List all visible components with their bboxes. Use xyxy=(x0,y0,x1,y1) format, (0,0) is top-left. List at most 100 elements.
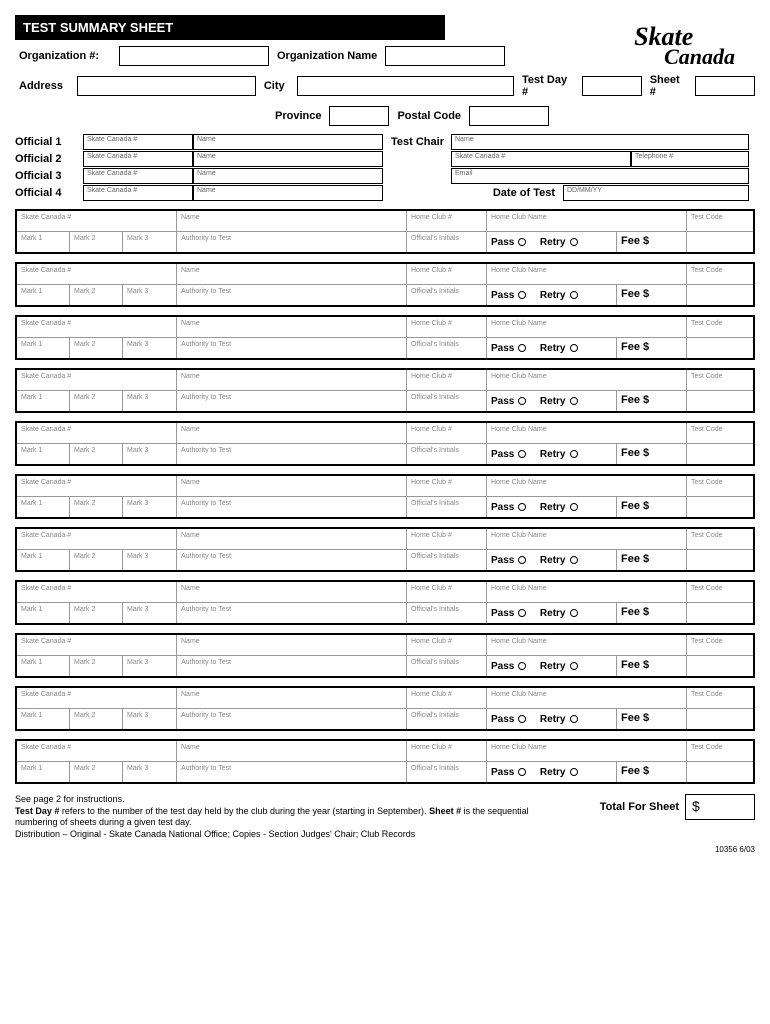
entry-home-club-name[interactable]: Home Club Name xyxy=(487,264,687,284)
entry-home-club-name[interactable]: Home Club Name xyxy=(487,476,687,496)
entry-authority[interactable]: Authority to Test xyxy=(177,444,407,464)
entry-test-code[interactable]: Test Code xyxy=(687,582,753,602)
entry-mark1[interactable]: Mark 1 xyxy=(17,232,70,252)
entry-home-club-num[interactable]: Home Club # xyxy=(407,741,487,761)
entry-home-club-name[interactable]: Home Club Name xyxy=(487,370,687,390)
entry-authority[interactable]: Authority to Test xyxy=(177,391,407,411)
entry-home-club-num[interactable]: Home Club # xyxy=(407,582,487,602)
entry-authority[interactable]: Authority to Test xyxy=(177,232,407,252)
pass-radio[interactable] xyxy=(518,503,526,511)
entry-mark3[interactable]: Mark 3 xyxy=(123,285,177,305)
entry-test-code[interactable]: Test Code xyxy=(687,264,753,284)
province-input[interactable] xyxy=(329,106,389,126)
city-input[interactable] xyxy=(297,76,514,96)
official-1-name[interactable]: Name xyxy=(193,134,383,150)
official-3-name[interactable]: Name xyxy=(193,168,383,184)
retry-radio[interactable] xyxy=(570,609,578,617)
entry-home-club-name[interactable]: Home Club Name xyxy=(487,529,687,549)
pass-radio[interactable] xyxy=(518,556,526,564)
entry-home-club-num[interactable]: Home Club # xyxy=(407,476,487,496)
entry-sc[interactable]: Skate Canada # xyxy=(17,741,177,761)
entry-initials[interactable]: Official's Initials xyxy=(407,391,487,411)
entry-mark3[interactable]: Mark 3 xyxy=(123,338,177,358)
official-4-name[interactable]: Name xyxy=(193,185,383,201)
official-1-sc[interactable]: Skate Canada # xyxy=(83,134,193,150)
retry-radio[interactable] xyxy=(570,344,578,352)
entry-initials[interactable]: Official's Initials xyxy=(407,603,487,623)
entry-name[interactable]: Name xyxy=(177,529,407,549)
entry-mark2[interactable]: Mark 2 xyxy=(70,338,123,358)
pass-radio[interactable] xyxy=(518,715,526,723)
entry-mark1[interactable]: Mark 1 xyxy=(17,550,70,570)
entry-name[interactable]: Name xyxy=(177,635,407,655)
entry-sc[interactable]: Skate Canada # xyxy=(17,582,177,602)
retry-radio[interactable] xyxy=(570,450,578,458)
entry-mark1[interactable]: Mark 1 xyxy=(17,444,70,464)
sheet-input[interactable] xyxy=(695,76,755,96)
entry-home-club-name[interactable]: Home Club Name xyxy=(487,582,687,602)
pass-radio[interactable] xyxy=(518,238,526,246)
entry-sc[interactable]: Skate Canada # xyxy=(17,476,177,496)
entry-initials[interactable]: Official's Initials xyxy=(407,762,487,782)
chair-name[interactable]: Name xyxy=(451,134,749,150)
entry-name[interactable]: Name xyxy=(177,211,407,231)
entry-mark1[interactable]: Mark 1 xyxy=(17,656,70,676)
retry-radio[interactable] xyxy=(570,238,578,246)
pass-radio[interactable] xyxy=(518,450,526,458)
entry-sc[interactable]: Skate Canada # xyxy=(17,688,177,708)
entry-initials[interactable]: Official's Initials xyxy=(407,497,487,517)
entry-home-club-name[interactable]: Home Club Name xyxy=(487,317,687,337)
entry-authority[interactable]: Authority to Test xyxy=(177,285,407,305)
entry-mark2[interactable]: Mark 2 xyxy=(70,285,123,305)
entry-test-code[interactable]: Test Code xyxy=(687,688,753,708)
entry-mark2[interactable]: Mark 2 xyxy=(70,232,123,252)
retry-radio[interactable] xyxy=(570,397,578,405)
entry-sc[interactable]: Skate Canada # xyxy=(17,635,177,655)
postal-input[interactable] xyxy=(469,106,549,126)
entry-mark3[interactable]: Mark 3 xyxy=(123,656,177,676)
pass-radio[interactable] xyxy=(518,768,526,776)
org-num-input[interactable] xyxy=(119,46,269,66)
entry-mark2[interactable]: Mark 2 xyxy=(70,656,123,676)
entry-name[interactable]: Name xyxy=(177,476,407,496)
retry-radio[interactable] xyxy=(570,291,578,299)
date-of-test-input[interactable]: DD/MM/YY xyxy=(563,185,749,201)
entry-home-club-name[interactable]: Home Club Name xyxy=(487,688,687,708)
entry-home-club-num[interactable]: Home Club # xyxy=(407,317,487,337)
entry-home-club-name[interactable]: Home Club Name xyxy=(487,211,687,231)
pass-radio[interactable] xyxy=(518,291,526,299)
entry-initials[interactable]: Official's Initials xyxy=(407,232,487,252)
entry-mark3[interactable]: Mark 3 xyxy=(123,444,177,464)
entry-fee-input[interactable] xyxy=(687,444,753,464)
entry-test-code[interactable]: Test Code xyxy=(687,423,753,443)
entry-sc[interactable]: Skate Canada # xyxy=(17,370,177,390)
entry-fee-input[interactable] xyxy=(687,391,753,411)
org-name-input[interactable] xyxy=(385,46,505,66)
entry-sc[interactable]: Skate Canada # xyxy=(17,423,177,443)
entry-name[interactable]: Name xyxy=(177,370,407,390)
pass-radio[interactable] xyxy=(518,609,526,617)
entry-sc[interactable]: Skate Canada # xyxy=(17,264,177,284)
entry-home-club-num[interactable]: Home Club # xyxy=(407,211,487,231)
entry-mark2[interactable]: Mark 2 xyxy=(70,709,123,729)
entry-authority[interactable]: Authority to Test xyxy=(177,550,407,570)
entry-mark3[interactable]: Mark 3 xyxy=(123,550,177,570)
entry-authority[interactable]: Authority to Test xyxy=(177,762,407,782)
entry-mark3[interactable]: Mark 3 xyxy=(123,709,177,729)
entry-mark2[interactable]: Mark 2 xyxy=(70,391,123,411)
entry-name[interactable]: Name xyxy=(177,264,407,284)
entry-home-club-name[interactable]: Home Club Name xyxy=(487,423,687,443)
chair-tel[interactable]: Telephone # xyxy=(631,151,749,167)
entry-name[interactable]: Name xyxy=(177,688,407,708)
entry-name[interactable]: Name xyxy=(177,423,407,443)
entry-fee-input[interactable] xyxy=(687,338,753,358)
entry-home-club-name[interactable]: Home Club Name xyxy=(487,741,687,761)
entry-fee-input[interactable] xyxy=(687,550,753,570)
entry-home-club-name[interactable]: Home Club Name xyxy=(487,635,687,655)
entry-name[interactable]: Name xyxy=(177,317,407,337)
entry-home-club-num[interactable]: Home Club # xyxy=(407,423,487,443)
entry-test-code[interactable]: Test Code xyxy=(687,370,753,390)
address-input[interactable] xyxy=(77,76,256,96)
test-day-input[interactable] xyxy=(582,76,642,96)
entry-test-code[interactable]: Test Code xyxy=(687,476,753,496)
